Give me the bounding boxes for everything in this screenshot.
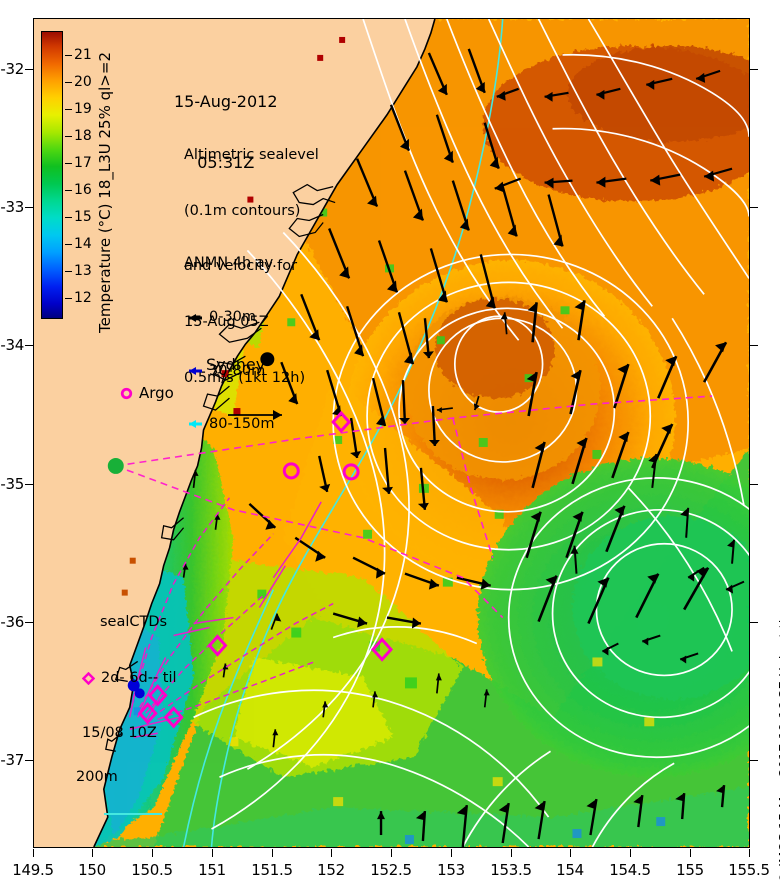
x-tick-label-6: 152.5	[370, 861, 412, 879]
x-tick-label-2: 150.5	[131, 861, 173, 879]
seal-diamond-icon	[82, 671, 95, 685]
colorbar-group: 21 20 19 18 17 16 15 14 13 12	[41, 31, 92, 319]
colorbar-tick-19: 19	[74, 101, 92, 117]
map-plot-area[interactable]: 15-Aug-2012 05:31Z Altimetric sealevel (…	[33, 18, 750, 848]
colorbar-tick-21: 21	[74, 47, 92, 63]
argo-circle-icon	[120, 387, 133, 400]
bathymetry-200m-contour	[182, 19, 504, 847]
altimetry-line-4: 0.5m/s (1kt 12h)	[184, 369, 306, 386]
altimetry-line-2: and velocity for	[184, 258, 298, 275]
x-tick-label-10: 154.5	[609, 861, 651, 879]
x-tick-label-11: 155	[676, 861, 704, 879]
y-tick-label-2: -34	[0, 336, 24, 354]
seal-legend-title: sealCTDs	[100, 614, 168, 631]
mooring-legend-title: ANMN 4h av.	[184, 255, 277, 272]
mooring-legend-label-1: 30-80m	[209, 362, 266, 379]
colorbar-tick-16: 16	[74, 182, 92, 198]
colorbar-tick-20: 20	[74, 74, 92, 90]
x-tick-label-0: 149.5	[12, 861, 54, 879]
mooring-legend-item-0: 0-30m	[184, 309, 277, 326]
altimetry-line-0: Altimetric sealevel	[184, 147, 319, 164]
seal-legend-row: 2d- 6d-- til	[82, 669, 177, 688]
coastal-inlets	[105, 183, 336, 752]
argo-markers	[107, 457, 360, 481]
seal-legend-line2: 15/08 10Z	[82, 725, 157, 742]
colorbar-gradient: 21 20 19 18 17 16 15 14 13 12	[41, 31, 92, 319]
colorbar-tick-13: 13	[74, 263, 92, 279]
altimetry-annotation: Altimetric sealevel (0.1m contours) and …	[184, 109, 319, 447]
y-tick-label-3: -35	[0, 475, 24, 493]
sst-raster-layer	[93, 19, 749, 847]
altimetry-line-1: (0.1m contours)	[184, 202, 301, 219]
x-tick-label-9: 154	[556, 861, 584, 879]
bathymetry-legend-label: 200m	[76, 769, 118, 786]
x-tick-label-8: 153.5	[490, 861, 532, 879]
x-tick-label-1: 150	[78, 861, 106, 879]
mooring-markers	[121, 36, 346, 699]
bathymetry-line-icon	[103, 813, 162, 816]
argo-legend-label: Argo	[139, 384, 174, 402]
mooring-legend-label-2: 80-150m	[209, 415, 275, 432]
mooring-legend: ANMN 4h av. 0-30m 30-80m	[184, 217, 277, 469]
colorbar-tick-14: 14	[74, 236, 92, 252]
y-tick-label-1: -33	[0, 198, 24, 216]
timestamp-time: 05:31Z	[197, 153, 255, 173]
velocity-scale-arrow-icon	[227, 409, 282, 420]
colorbar-tick-12: 12	[74, 290, 92, 306]
seal-ctd-markers	[137, 410, 394, 729]
mooring-legend-item-2: 80-150m	[184, 416, 277, 432]
argo-float-track	[115, 395, 713, 619]
velocity-vector-field	[182, 48, 745, 847]
y-tick-label-0: -32	[0, 60, 24, 78]
argo-legend: Argo	[120, 384, 174, 403]
sst-speckle-warm	[229, 657, 655, 807]
colorbar-tick-15: 15	[74, 209, 92, 225]
x-tick-label-7: 153	[437, 861, 465, 879]
y-tick-label-5: -37	[0, 751, 24, 769]
mooring-arrow-30-80m-icon	[189, 366, 202, 375]
seal-ctd-legend: sealCTDs 2d- 6d-- til 15/08 10Z	[82, 576, 177, 780]
sydney-city-marker	[260, 352, 275, 367]
mooring-legend-item-1: 30-80m	[184, 363, 277, 379]
colorbar-tick-17: 17	[74, 155, 92, 171]
mooring-arrow-0-30m-icon	[189, 313, 202, 322]
mooring-legend-label-0: 0-30m	[209, 309, 257, 326]
seal-ctd-tracks	[129, 497, 334, 739]
x-tick-label-3: 151	[198, 861, 226, 879]
x-tick-label-12: 155.5	[728, 861, 770, 879]
x-tick-label-4: 151.5	[251, 861, 293, 879]
seal-legend-line1: 2d- 6d-- til	[101, 669, 177, 686]
x-tick-label-5: 152	[317, 861, 345, 879]
colorbar-title: Temperature (°C) 18_L3U 25% ql>=2	[96, 52, 114, 333]
colorbar-tick-18: 18	[74, 128, 92, 144]
y-tick-label-4: -36	[0, 613, 24, 631]
timestamp-date: 15-Aug-2012	[174, 91, 278, 111]
sydney-city-label: Sydney	[206, 355, 266, 374]
bathymetry-legend: 200m	[76, 731, 164, 843]
timestamp-annotation: 15-Aug-2012 05:31Z	[174, 51, 278, 215]
altimetry-line-3: 15-Aug 05Z	[184, 314, 269, 331]
mooring-arrow-80-150m-icon	[189, 419, 202, 428]
